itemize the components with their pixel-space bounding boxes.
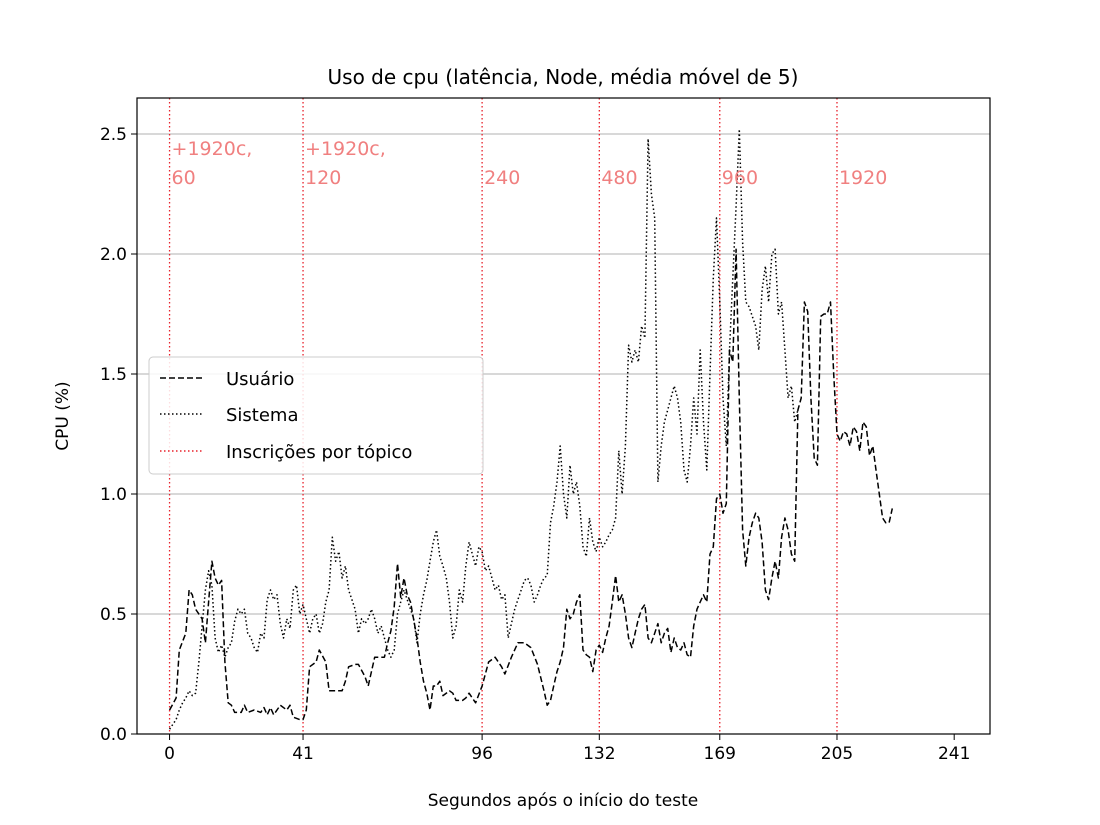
marker-labels: +1920c, 60 +1920c, 120 240 480 960 1920 <box>172 138 888 189</box>
marker-label: +1920c, 120 <box>305 138 386 189</box>
x-tick-label: 0 <box>164 744 175 764</box>
y-axis-label: CPU (%) <box>53 381 73 450</box>
chart-title: Uso de cpu (latência, Node, média móvel … <box>328 65 799 89</box>
legend-user-label: Usuário <box>226 369 294 390</box>
marker-label: 480 <box>601 167 637 189</box>
y-tick-label: 1.0 <box>100 485 127 505</box>
x-tick-label: 241 <box>938 744 970 764</box>
y-tick-label: 0.5 <box>100 605 127 625</box>
x-tick-label: 132 <box>583 744 615 764</box>
y-tick-label: 1.5 <box>100 365 127 385</box>
legend: Usuário Sistema Inscrições por tópico <box>148 356 484 475</box>
series-lines <box>168 128 894 730</box>
x-tick-label: 41 <box>292 744 314 764</box>
legend-box <box>148 356 484 475</box>
y-tick-label: 2.0 <box>100 245 127 265</box>
legend-system-label: Sistema <box>226 405 299 426</box>
y-tick-label: 0.0 <box>100 725 127 745</box>
x-tick-label: 169 <box>704 744 736 764</box>
y-tick-label: 2.5 <box>100 125 127 145</box>
y-axis-ticks: 0.0 0.5 1.0 1.5 2.0 2.5 <box>100 125 137 745</box>
marker-label: 960 <box>722 167 758 189</box>
x-axis-ticks: 0 41 96 132 169 205 241 <box>164 734 970 764</box>
series-user-line <box>168 248 894 721</box>
marker-label: +1920c, 60 <box>172 138 253 189</box>
x-tick-label: 96 <box>471 744 493 764</box>
marker-label: 1920 <box>839 167 887 189</box>
marker-label: 240 <box>484 167 520 189</box>
plot-frame <box>136 97 991 735</box>
x-axis-label: Segundos após o início do teste <box>428 791 699 811</box>
series-system-line <box>168 128 799 730</box>
x-tick-label: 205 <box>821 744 853 764</box>
legend-marker-label: Inscrições por tópico <box>226 442 412 463</box>
